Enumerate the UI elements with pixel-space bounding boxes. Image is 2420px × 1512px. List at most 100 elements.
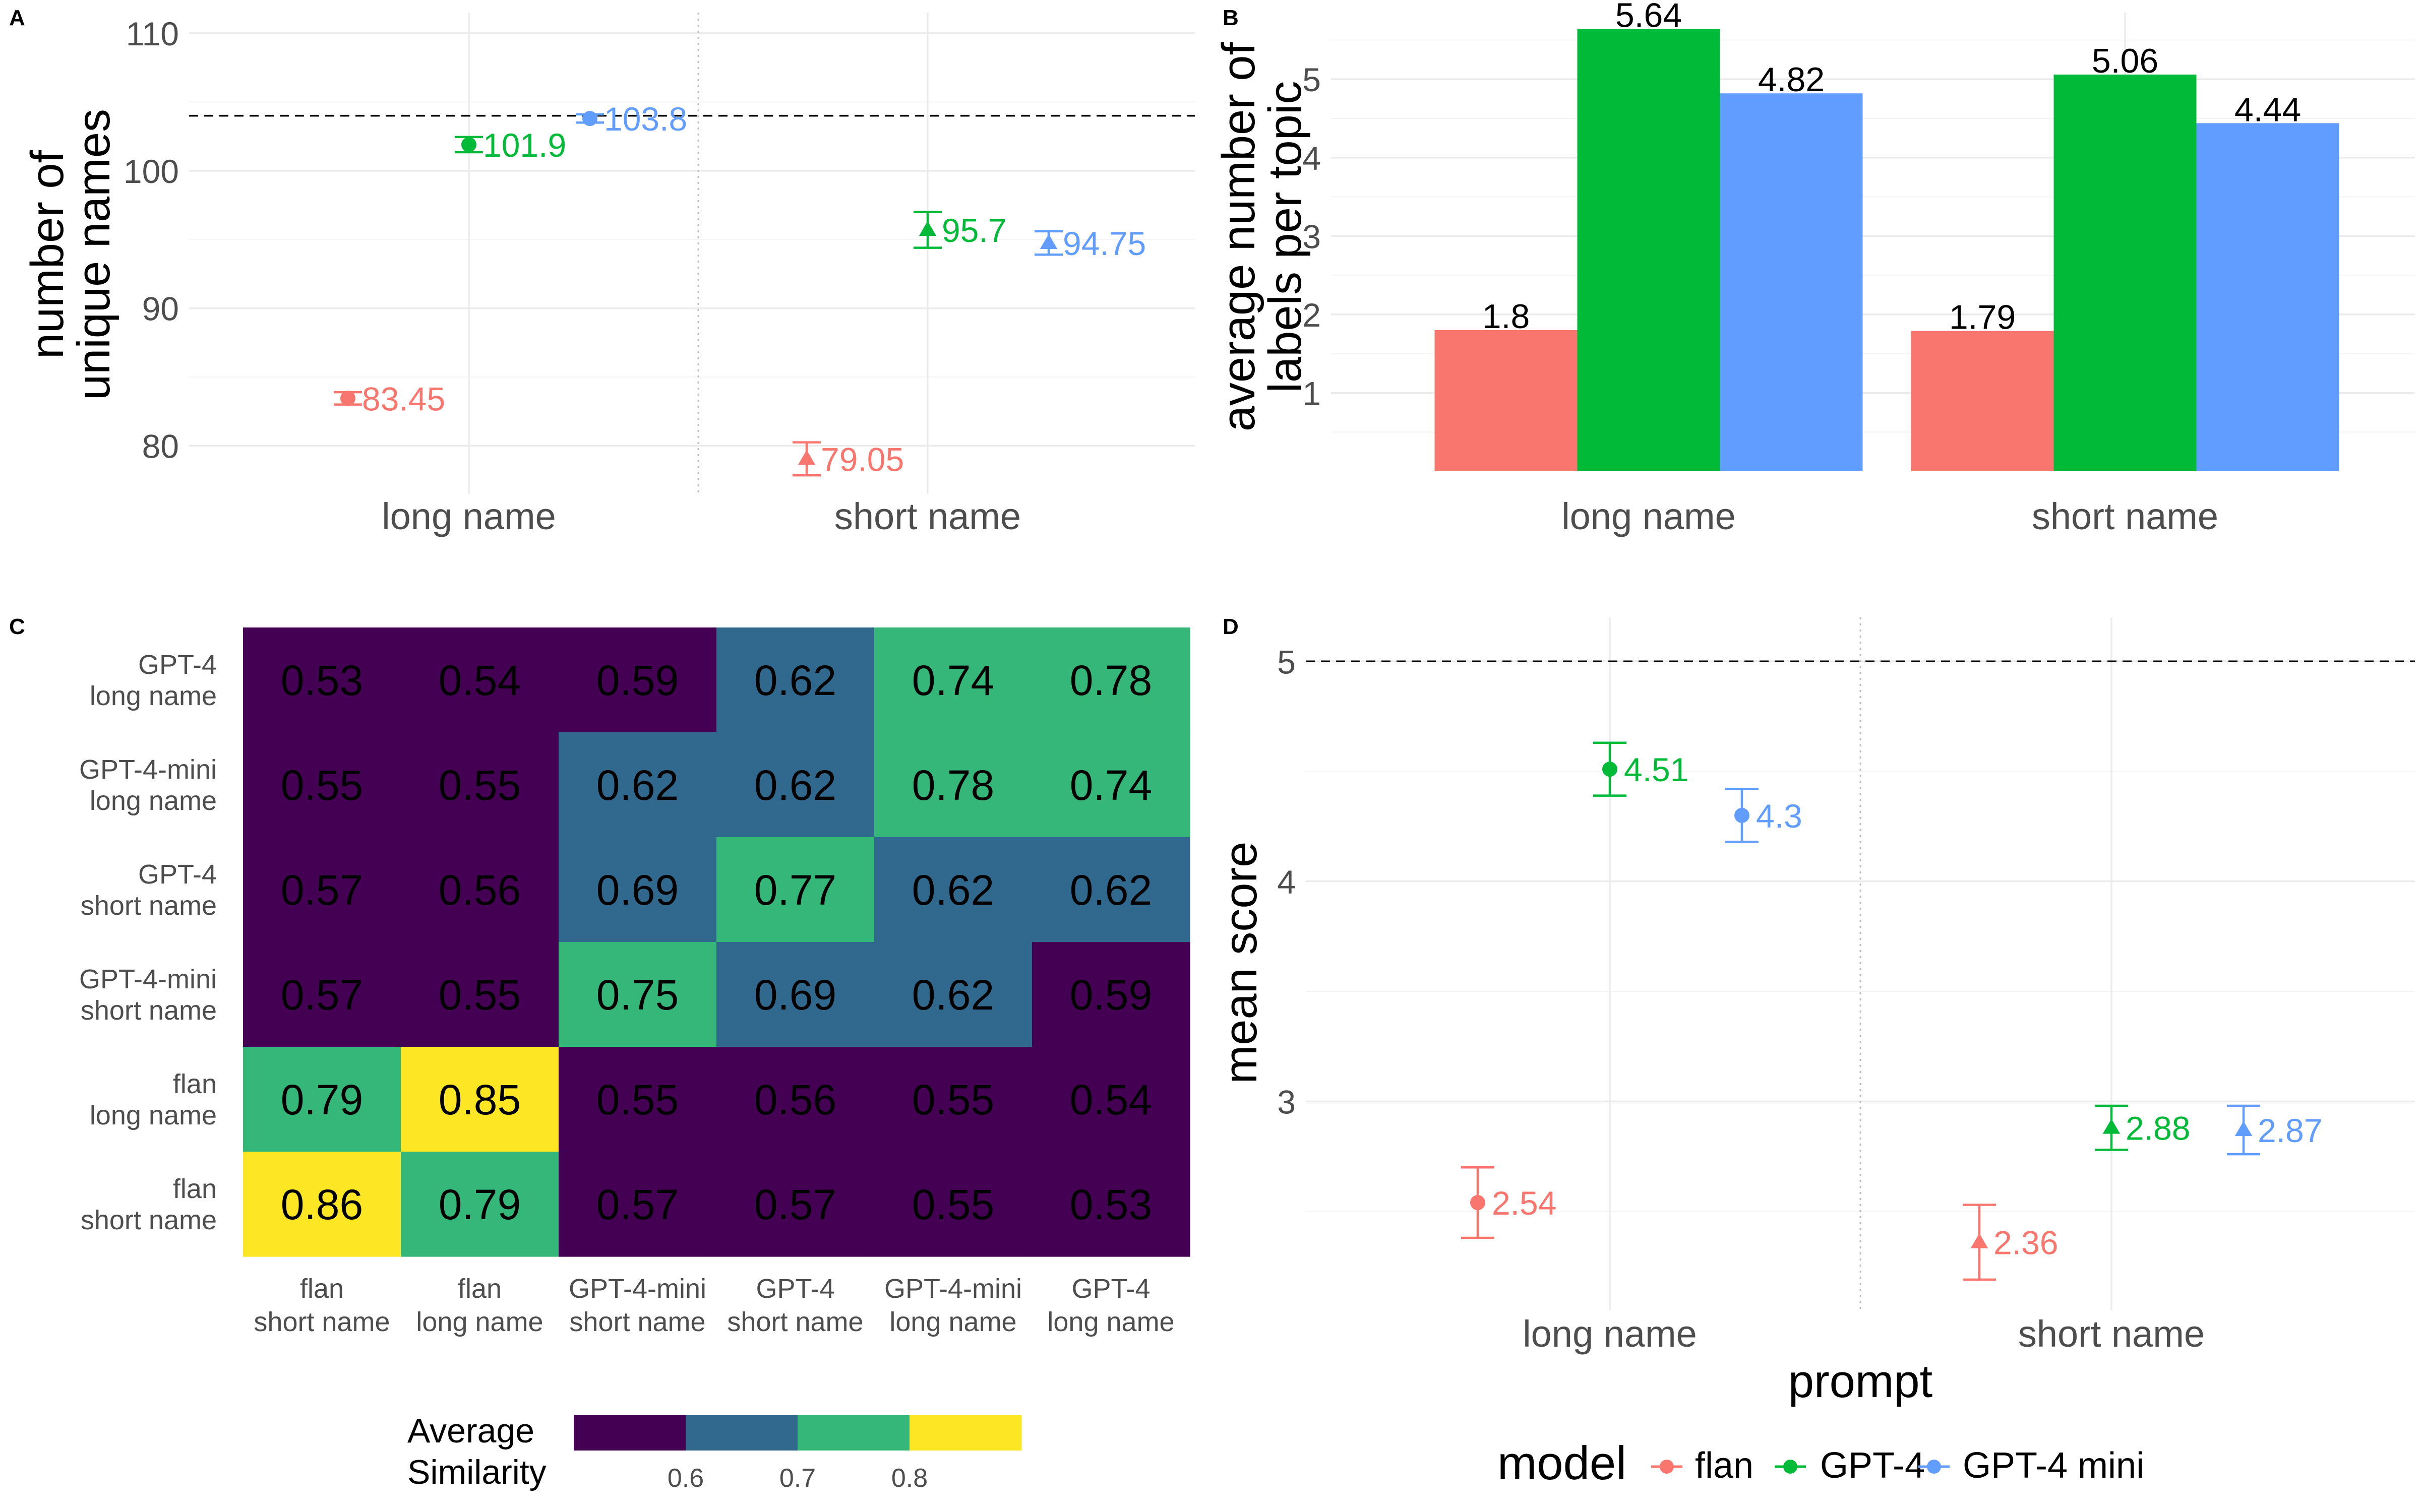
heatmap-cell bbox=[874, 627, 1033, 733]
heatmap-cell-value: 0.55 bbox=[912, 1181, 995, 1228]
legend-key-point bbox=[1927, 1460, 1941, 1474]
heatmap-cell bbox=[1032, 942, 1190, 1047]
heatmap-cell bbox=[243, 1152, 401, 1257]
heatmap-cell-value: 0.62 bbox=[754, 657, 837, 704]
heatmap-cell-value: 0.53 bbox=[281, 657, 364, 704]
heatmap-cell bbox=[716, 627, 875, 733]
panel-a-data-label: 94.75 bbox=[1063, 225, 1146, 262]
heatmap-cell-value: 0.69 bbox=[754, 971, 837, 1019]
legend-title: model bbox=[1497, 1436, 1626, 1489]
heatmap-cell-value: 0.54 bbox=[1070, 1076, 1153, 1123]
panel-b-data-label: 1.79 bbox=[1949, 298, 2016, 337]
heatmap-column-label: GPT-4 short name bbox=[727, 1274, 863, 1337]
heatmap-cell bbox=[401, 732, 559, 838]
heatmap-cell-value: 0.55 bbox=[439, 971, 521, 1019]
heatmap-cell-value: 0.59 bbox=[596, 657, 679, 704]
heatmap-cell bbox=[559, 1047, 717, 1152]
panel-b-bar-chart: 1 2 3 4 5 long name short name average number o… bbox=[1213, 0, 2415, 537]
panel-d-point bbox=[2102, 1119, 2121, 1134]
heatmap-cell-value: 0.56 bbox=[754, 1076, 837, 1123]
panel-a-x-tick-label: short name bbox=[834, 495, 1021, 537]
panel-b-x-tick-label: long name bbox=[1561, 495, 1736, 537]
heatmap-cell bbox=[243, 1047, 401, 1152]
panel-b-y-tick-label: 3 bbox=[1302, 218, 1321, 255]
panel-a-x-tick-label: long name bbox=[382, 495, 556, 537]
heatmap-cell bbox=[559, 732, 717, 838]
panel-b-bar bbox=[1720, 93, 1863, 471]
panel-b-data-label: 4.44 bbox=[2234, 90, 2301, 129]
heatmap-legend-swatch bbox=[910, 1415, 1022, 1451]
heatmap-cell-value: 0.55 bbox=[281, 762, 364, 809]
heatmap-column-label: flan long name bbox=[416, 1274, 543, 1337]
panel-c-heatmap: 0.53 0.54 0.59 0.62 0.74 0.78 0.55 0.55 0.62 0.62… bbox=[79, 627, 1190, 1493]
legend-label: flan bbox=[1695, 1445, 1753, 1486]
panel-d-x-axis-label: prompt bbox=[1788, 1356, 1932, 1407]
heatmap-cell-value: 0.85 bbox=[439, 1076, 521, 1123]
panel-a-y-tick-label: 100 bbox=[124, 153, 179, 190]
legend-key-point bbox=[1783, 1460, 1797, 1474]
heatmap-cell bbox=[874, 942, 1033, 1047]
heatmap-cell-value: 0.59 bbox=[1070, 971, 1153, 1019]
panel-d-point bbox=[2234, 1121, 2253, 1137]
panel-a-point bbox=[1040, 234, 1058, 249]
heatmap-row-label: GPT-4 long name bbox=[90, 650, 217, 711]
heatmap-cell-value: 0.79 bbox=[439, 1181, 521, 1228]
heatmap-cell-value: 0.86 bbox=[281, 1181, 364, 1228]
panel-b-x-tick-label: short name bbox=[2032, 495, 2218, 537]
panel-b-data-label: 5.64 bbox=[1615, 0, 1682, 35]
heatmap-row-label: GPT-4-mini long name bbox=[79, 754, 217, 816]
heatmap-cell bbox=[716, 1152, 875, 1257]
heatmap-cell-value: 0.57 bbox=[596, 1181, 679, 1228]
panel-d-data-label: 4.51 bbox=[1624, 751, 1688, 788]
legend-label: GPT-4 bbox=[1820, 1445, 1925, 1486]
panel-a-data-label: 101.9 bbox=[483, 127, 566, 164]
panel-b-y-tick-label: 5 bbox=[1302, 61, 1321, 98]
heatmap-cell bbox=[401, 837, 559, 942]
panel-a-point bbox=[919, 221, 937, 236]
panel-d-x-tick-label: long name bbox=[1523, 1313, 1697, 1355]
heatmap-cell bbox=[559, 942, 717, 1047]
panel-b-y-tick-label: 2 bbox=[1302, 296, 1321, 334]
panel-c-tag: C bbox=[9, 614, 25, 639]
panel-d-data-label: 2.87 bbox=[2258, 1112, 2322, 1149]
heatmap-column-label: GPT-4 long name bbox=[1047, 1274, 1174, 1337]
heatmap-cell bbox=[401, 942, 559, 1047]
heatmap-cell-value: 0.53 bbox=[1070, 1181, 1153, 1228]
heatmap-cell bbox=[401, 627, 559, 733]
heatmap-cell-value: 0.57 bbox=[754, 1181, 837, 1228]
panel-d-data-label: 4.3 bbox=[1756, 797, 1802, 835]
panel-d-y-tick-label: 4 bbox=[1277, 863, 1296, 901]
heatmap-cell bbox=[716, 942, 875, 1047]
heatmap-cell bbox=[716, 837, 875, 942]
panel-d-y-tick-label: 5 bbox=[1277, 643, 1296, 680]
heatmap-cell-value: 0.69 bbox=[596, 866, 679, 914]
legend-item: GPT-4 bbox=[1775, 1445, 1925, 1486]
heatmap-cell-value: 0.62 bbox=[596, 762, 679, 809]
panel-a-y-tick-label: 110 bbox=[126, 15, 179, 52]
heatmap-cell-value: 0.55 bbox=[596, 1076, 679, 1123]
heatmap-column-label: flan short name bbox=[254, 1274, 390, 1337]
legend-label: GPT-4 mini bbox=[1963, 1445, 2144, 1486]
panel-a-data-label: 79.05 bbox=[821, 440, 904, 478]
heatmap-column-label: GPT-4-mini long name bbox=[884, 1274, 1022, 1337]
panel-b-bar bbox=[1577, 29, 1720, 471]
heatmap-row-label: flan short name bbox=[81, 1174, 217, 1235]
heatmap-cell bbox=[243, 732, 401, 838]
heatmap-cell bbox=[1032, 627, 1190, 733]
panel-a-point bbox=[798, 450, 816, 465]
heatmap-column-label: GPT-4-mini short name bbox=[569, 1274, 706, 1337]
heatmap-cell-value: 0.55 bbox=[439, 762, 521, 809]
panel-b-bar bbox=[1911, 331, 2054, 471]
heatmap-cell-value: 0.57 bbox=[281, 971, 364, 1019]
legend-key-point bbox=[1660, 1460, 1674, 1474]
heatmap-cell-value: 0.57 bbox=[281, 866, 364, 914]
heatmap-legend-tick: 0.6 bbox=[668, 1464, 704, 1493]
heatmap-cell-value: 0.74 bbox=[1070, 762, 1153, 809]
panel-d-tag: D bbox=[1223, 614, 1239, 639]
heatmap-cell-value: 0.79 bbox=[281, 1076, 364, 1123]
heatmap-cell-value: 0.56 bbox=[439, 866, 521, 914]
heatmap-cell-value: 0.77 bbox=[754, 866, 837, 914]
heatmap-cell-value: 0.62 bbox=[912, 971, 995, 1019]
panel-b-y-axis-label: average number oflabels per topic bbox=[1213, 42, 1311, 431]
panel-b-y-tick-label: 4 bbox=[1302, 140, 1321, 177]
